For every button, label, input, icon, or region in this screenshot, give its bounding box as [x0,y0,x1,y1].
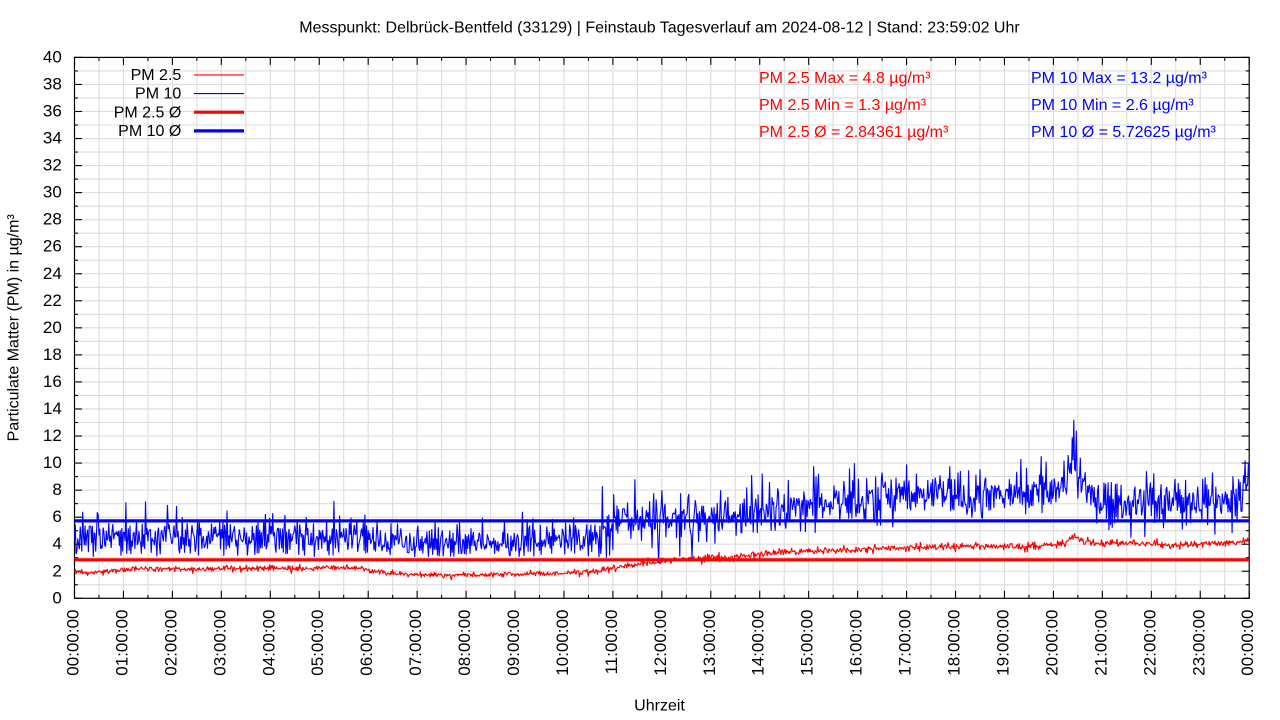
svg-text:12: 12 [43,426,62,445]
svg-text:40: 40 [43,47,62,66]
svg-text:17:00:00: 17:00:00 [896,610,915,676]
svg-text:Uhrzeit: Uhrzeit [634,698,685,715]
svg-text:19:00:00: 19:00:00 [994,610,1013,676]
svg-text:PM 2.5: PM 2.5 [131,67,182,84]
svg-text:00:00:00: 00:00:00 [1238,610,1257,676]
svg-text:16:00:00: 16:00:00 [847,610,866,676]
svg-text:PM 10 Ø: PM 10 Ø [118,123,181,140]
svg-text:8: 8 [52,480,61,499]
svg-text:07:00:00: 07:00:00 [406,610,425,676]
svg-text:01:00:00: 01:00:00 [112,610,131,676]
svg-text:00:00:00: 00:00:00 [64,610,83,676]
svg-text:28: 28 [43,210,62,229]
svg-text:13:00:00: 13:00:00 [700,610,719,676]
svg-text:11:00:00: 11:00:00 [602,610,621,675]
svg-text:PM 2.5 Min = 1.3 µg/m³: PM 2.5 Min = 1.3 µg/m³ [759,97,927,114]
svg-text:06:00:00: 06:00:00 [357,610,376,676]
svg-text:PM 2.5 Ø = 2.84361 µg/m³: PM 2.5 Ø = 2.84361 µg/m³ [759,124,949,141]
svg-text:30: 30 [43,183,62,202]
svg-text:22: 22 [43,291,62,310]
svg-text:15:00:00: 15:00:00 [798,610,817,676]
svg-text:4: 4 [52,534,61,553]
svg-text:14:00:00: 14:00:00 [749,610,768,676]
svg-text:32: 32 [43,156,62,175]
svg-text:Particulate Matter (PM) in µg/: Particulate Matter (PM) in µg/m³ [6,214,23,442]
svg-text:16: 16 [43,372,62,391]
svg-text:21:00:00: 21:00:00 [1091,610,1110,676]
svg-text:6: 6 [52,507,61,526]
svg-text:03:00:00: 03:00:00 [210,610,229,676]
svg-text:22:00:00: 22:00:00 [1140,610,1159,676]
svg-text:34: 34 [43,129,62,148]
svg-text:10: 10 [43,453,62,472]
svg-text:14: 14 [43,399,62,418]
svg-text:PM 2.5 Max = 4.8 µg/m³: PM 2.5 Max = 4.8 µg/m³ [759,70,931,87]
svg-text:38: 38 [43,74,62,93]
svg-text:09:00:00: 09:00:00 [504,610,523,676]
svg-text:PM 2.5 Ø: PM 2.5 Ø [114,104,182,121]
svg-text:18:00:00: 18:00:00 [945,610,964,676]
svg-text:PM 10 Ø = 5.72625 µg/m³: PM 10 Ø = 5.72625 µg/m³ [1031,124,1217,141]
svg-text:26: 26 [43,237,62,256]
svg-text:0: 0 [52,588,61,607]
svg-text:02:00:00: 02:00:00 [161,610,180,676]
svg-text:23:00:00: 23:00:00 [1189,610,1208,676]
svg-text:12:00:00: 12:00:00 [651,610,670,676]
svg-text:20:00:00: 20:00:00 [1042,610,1061,676]
svg-text:36: 36 [43,102,62,121]
svg-text:10:00:00: 10:00:00 [553,610,572,676]
svg-text:04:00:00: 04:00:00 [259,610,278,676]
svg-text:Messpunkt: Delbrück-Bentfeld (: Messpunkt: Delbrück-Bentfeld (33129) | F… [299,20,1020,37]
svg-text:18: 18 [43,345,62,364]
svg-text:PM 10 Max = 13.2 µg/m³: PM 10 Max = 13.2 µg/m³ [1031,70,1208,87]
svg-text:08:00:00: 08:00:00 [455,610,474,676]
svg-text:20: 20 [43,318,62,337]
svg-text:24: 24 [43,264,62,283]
svg-text:PM 10 Min = 2.6 µg/m³: PM 10 Min = 2.6 µg/m³ [1031,97,1194,114]
svg-text:2: 2 [52,561,61,580]
svg-text:05:00:00: 05:00:00 [308,610,327,676]
svg-text:PM 10: PM 10 [135,86,181,103]
